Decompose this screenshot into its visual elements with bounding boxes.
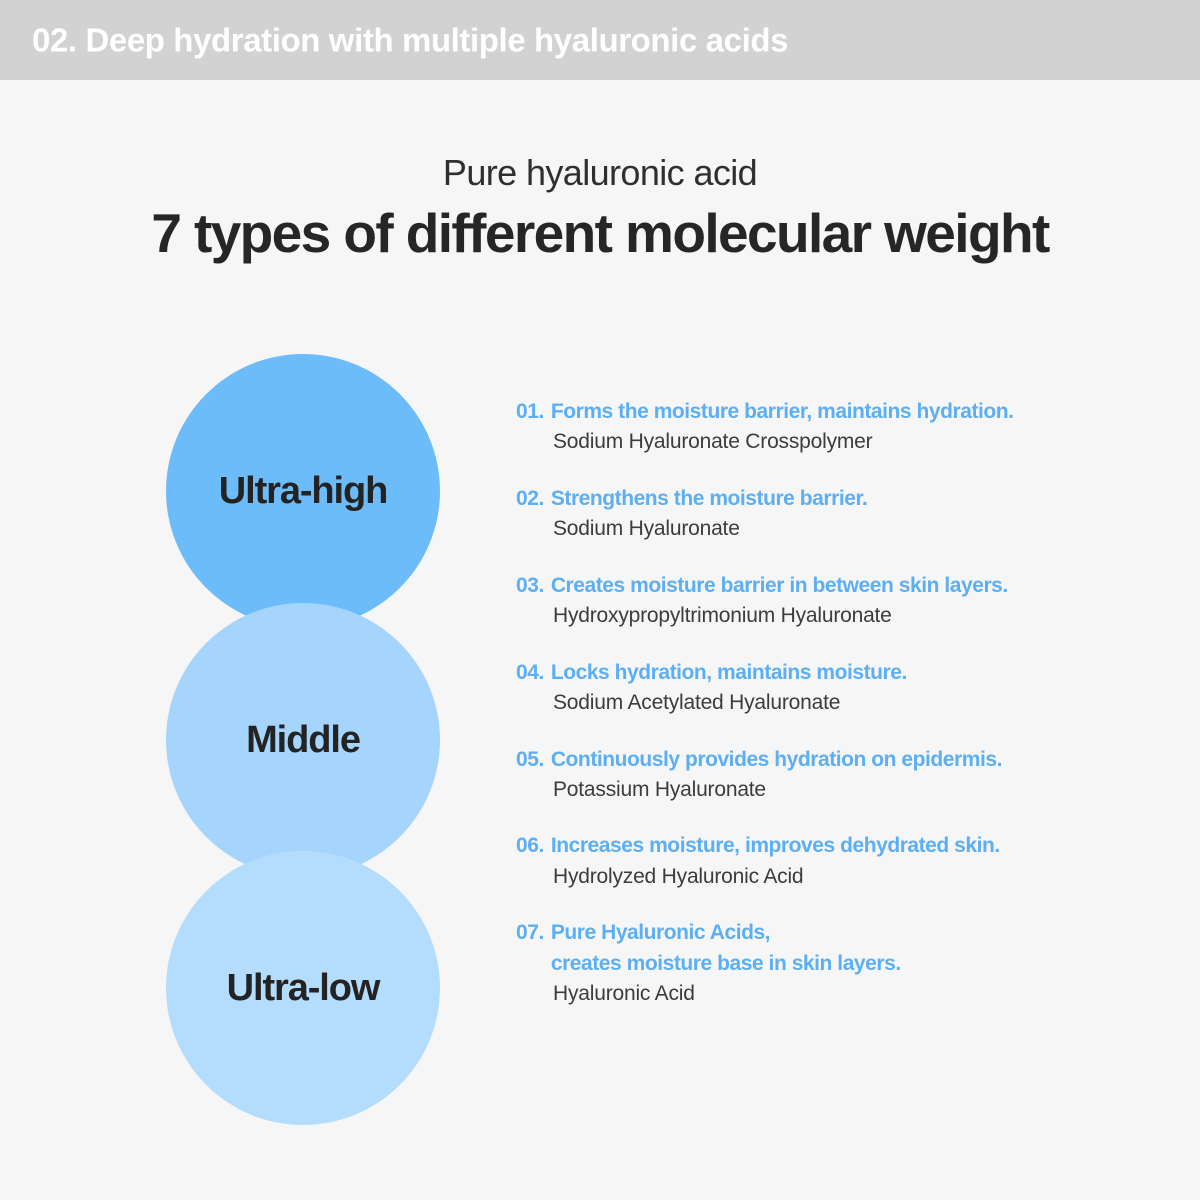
ingredient-benefit-line-1: Locks hydration, maintains moisture. (550, 660, 908, 684)
ingredient-benefit: 04. Locks hydration, maintains moisture. (516, 658, 1136, 688)
ingredient-benefit-text: Strengthens the moisture barrier. (551, 484, 1136, 514)
ingredient-name: Potassium Hyaluronate (553, 777, 766, 801)
ingredient-benefit-line-2: creates moisture base in skin layers. (550, 951, 901, 975)
ingredient-benefit-line-1: Creates moisture barrier in between skin… (550, 573, 1008, 597)
ingredient-name: Sodium Hyaluronate (553, 517, 740, 541)
ingredient-benefit-line-1: Increases moisture, improves dehydrated … (550, 834, 1000, 858)
ingredient-number: 01. (516, 400, 544, 423)
ingredient-benefit: 05. Continuously provides hydration on e… (516, 745, 1136, 775)
ingredient-benefit-text: Creates moisture barrier in between skin… (551, 571, 1136, 601)
ingredient-benefit-text: Continuously provides hydration on epide… (551, 745, 1136, 775)
ingredient-name: Sodium Acetylated Hyaluronate (553, 691, 841, 715)
ingredient-benefit-text: Locks hydration, maintains moisture. (551, 658, 1136, 688)
bubble-label-middle: Middle (246, 719, 361, 761)
ingredient-number: 06. (516, 834, 544, 858)
bubble-middle: Middle (166, 603, 440, 877)
list-item: 03. Creates moisture barrier in between … (516, 571, 1136, 632)
list-item: 01. Forms the moisture barrier, maintain… (516, 397, 1136, 458)
bubble-label-ultra-low: Ultra-low (226, 967, 381, 1009)
ingredient-number: 05. (516, 747, 544, 771)
list-item: 04. Locks hydration, maintains moisture.… (516, 658, 1136, 719)
ingredient-benefit: 03. Creates moisture barrier in between … (516, 571, 1136, 601)
ingredient-benefit-text: Increases moisture, improves dehydrated … (551, 831, 1136, 861)
ingredient-benefit-text: Forms the moisture barrier, maintains hy… (551, 397, 1136, 427)
list-item: 05. Continuously provides hydration on e… (516, 745, 1136, 806)
ingredient-benefit: 02. Strengthens the moisture barrier. (516, 484, 1136, 514)
ingredient-number: 07. (516, 921, 544, 945)
list-item: 06. Increases moisture, improves dehydra… (516, 831, 1136, 892)
ingredient-benefit-text: Pure Hyaluronic Acids, creates moisture … (551, 918, 1136, 979)
ingredient-benefit: 01. Forms the moisture barrier, maintain… (516, 397, 1136, 427)
ingredient-number: 04. (516, 660, 544, 684)
ingredient-number: 03. (516, 573, 544, 597)
banner-title: 02. Deep hydration with multiple hyaluro… (32, 21, 789, 59)
page-title: 7 types of different molecular weight (151, 202, 1050, 264)
heading-block: Pure hyaluronic acid 7 types of differen… (0, 150, 1200, 265)
ingredient-name: Hydroxypropyltrimonium Hyaluronate (553, 604, 892, 628)
ingredient-benefit: 07. Pure Hyaluronic Acids, creates moist… (516, 918, 1136, 979)
ingredient-number: 02. (516, 486, 544, 510)
ingredient-name: Hydrolyzed Hyaluronic Acid (553, 864, 804, 888)
ingredient-benefit-line-1: Continuously provides hydration on epide… (550, 747, 1003, 771)
ingredient-benefit: 06. Increases moisture, improves dehydra… (516, 831, 1136, 861)
bubble-ultra-high: Ultra-high (166, 354, 440, 628)
molecular-weight-diagram: Ultra-high Middle Ultra-low (166, 354, 440, 1126)
ingredient-benefit-line-1: Forms the moisture barrier, maintains hy… (550, 400, 1014, 423)
list-item: 02. Strengthens the moisture barrier. So… (516, 484, 1136, 545)
ingredient-name: Sodium Hyaluronate Crosspolymer (553, 430, 873, 454)
ingredient-list: 01. Forms the moisture barrier, maintain… (516, 397, 1136, 1010)
ingredient-benefit-line-1: Strengthens the moisture barrier. (550, 486, 868, 510)
bubble-label-ultra-high: Ultra-high (218, 470, 389, 512)
page-banner: 02. Deep hydration with multiple hyaluro… (0, 0, 1200, 80)
ingredient-name: Hyaluronic Acid (553, 982, 695, 1006)
heading-subtitle: Pure hyaluronic acid (442, 152, 758, 193)
bubble-ultra-low: Ultra-low (166, 851, 440, 1125)
list-item: 07. Pure Hyaluronic Acids, creates moist… (516, 918, 1136, 1009)
ingredient-benefit-line-1: Pure Hyaluronic Acids, (550, 921, 771, 945)
